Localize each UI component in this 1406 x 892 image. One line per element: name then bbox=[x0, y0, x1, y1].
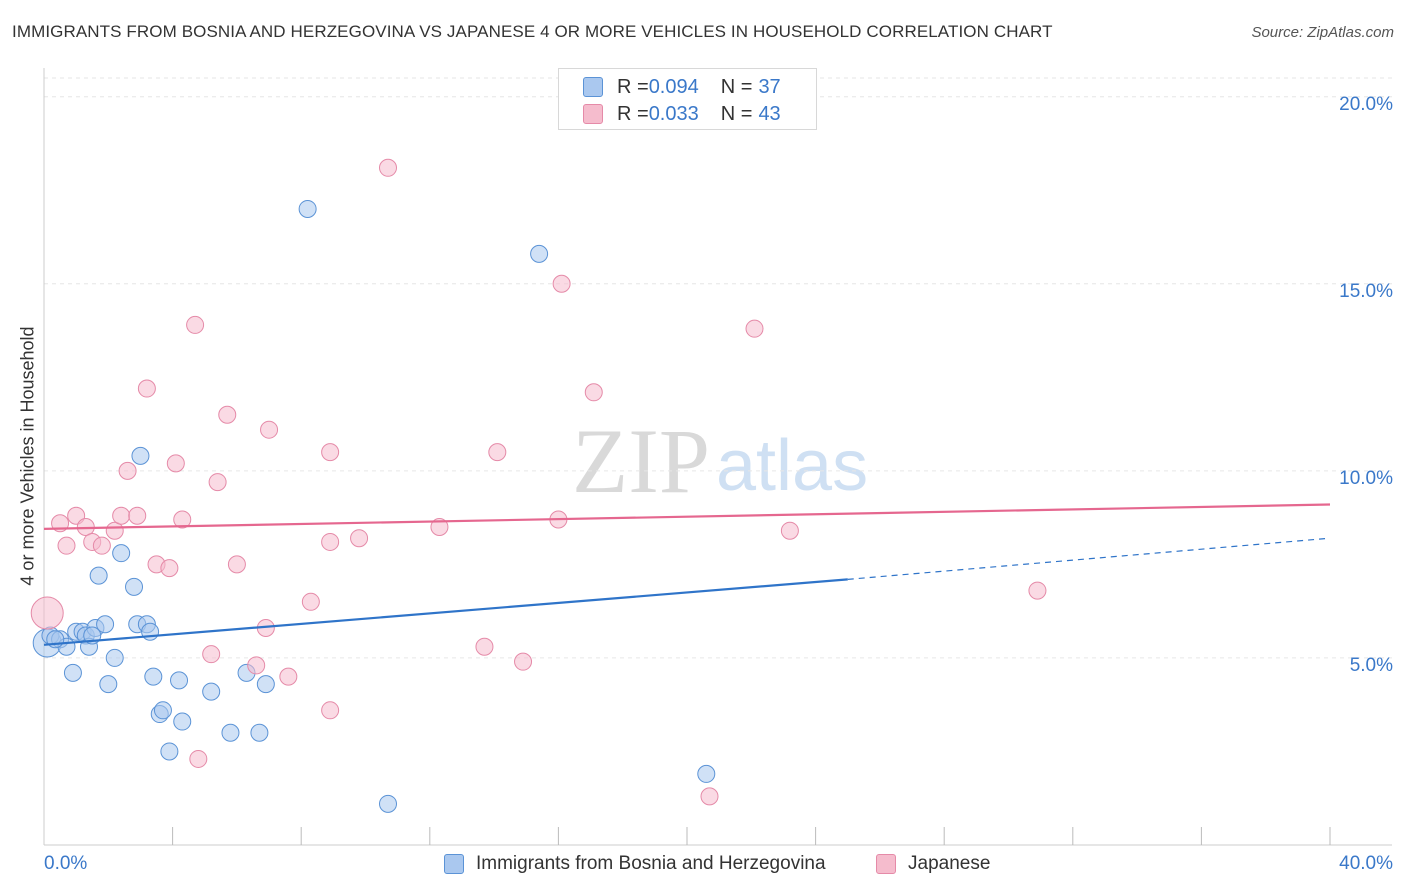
japanese-point bbox=[1028, 581, 1047, 600]
bosnia-point bbox=[697, 764, 716, 783]
japanese-point bbox=[173, 510, 192, 529]
y-tick-label: 10.0% bbox=[1339, 468, 1393, 489]
legend-r-value: 0.033 bbox=[648, 102, 699, 125]
legend-n-label: N = bbox=[720, 75, 753, 98]
japanese-point bbox=[247, 656, 266, 675]
bottom-legend-japanese: Japanese bbox=[876, 852, 990, 876]
japanese-point bbox=[321, 443, 340, 462]
bosnia-point bbox=[202, 682, 221, 701]
japanese-point bbox=[475, 637, 494, 656]
x-tick-label: 0.0% bbox=[44, 853, 87, 874]
bosnia-point bbox=[125, 577, 144, 596]
bosnia-point bbox=[105, 648, 124, 667]
bosnia-point bbox=[298, 199, 317, 218]
japanese-point bbox=[112, 506, 131, 525]
bosnia-point bbox=[153, 701, 172, 720]
japanese-point bbox=[584, 383, 603, 402]
legend-row-bosnia: R = 0.094 N = 37 bbox=[583, 75, 781, 99]
bosnia-point bbox=[160, 742, 179, 761]
bottom-legend-swatch-blue bbox=[444, 854, 464, 874]
chart-title: IMMIGRANTS FROM BOSNIA AND HERZEGOVINA V… bbox=[12, 22, 1053, 41]
japanese-point bbox=[92, 536, 111, 555]
legend-r-label: R = bbox=[617, 102, 649, 125]
japanese-point bbox=[279, 667, 298, 686]
legend-row-japanese: R = 0.033 N = 43 bbox=[583, 102, 781, 126]
japanese-point bbox=[321, 532, 340, 551]
y-tick-label: 20.0% bbox=[1339, 94, 1393, 115]
bosnia-point bbox=[256, 675, 275, 694]
japanese-point bbox=[137, 379, 156, 398]
japanese-point bbox=[350, 529, 369, 548]
bosnia-point bbox=[89, 566, 108, 585]
bosnia-point bbox=[530, 244, 549, 263]
bosnia-point bbox=[250, 723, 269, 742]
bosnia-point bbox=[170, 671, 189, 690]
bosnia-point bbox=[379, 794, 398, 813]
bottom-legend-bosnia: Immigrants from Bosnia and Herzegovina bbox=[444, 852, 826, 876]
japanese-point bbox=[745, 319, 764, 338]
watermark-zip: ZIP bbox=[572, 410, 710, 512]
japanese-point bbox=[166, 454, 185, 473]
japanese-point bbox=[514, 652, 533, 671]
bosnia-trend-extension bbox=[847, 537, 1331, 580]
source-label: Source: ZipAtlas.com bbox=[1251, 24, 1394, 41]
japanese-point bbox=[202, 645, 221, 664]
japanese-point bbox=[128, 506, 147, 525]
bosnia-trend-line bbox=[43, 578, 848, 646]
legend-swatch-pink bbox=[583, 104, 603, 124]
bosnia-point bbox=[173, 712, 192, 731]
y-tick-label: 5.0% bbox=[1350, 655, 1393, 676]
legend-n-label: N = bbox=[720, 102, 753, 125]
japanese-point bbox=[118, 461, 137, 480]
legend-n-value: 37 bbox=[758, 75, 781, 98]
bottom-legend-label-japanese: Japanese bbox=[908, 853, 991, 874]
japanese-point bbox=[301, 592, 320, 611]
japanese-point bbox=[30, 596, 64, 630]
watermark-atlas: atlas bbox=[716, 426, 868, 506]
japanese-point bbox=[57, 536, 76, 555]
legend-r-value: 0.094 bbox=[648, 75, 699, 98]
bosnia-point bbox=[96, 615, 115, 634]
japanese-point bbox=[186, 315, 205, 334]
japanese-point bbox=[208, 473, 227, 492]
japanese-point bbox=[218, 405, 237, 424]
y-axis-label: 4 or more Vehicles in Household bbox=[17, 326, 38, 586]
japanese-point bbox=[552, 274, 571, 293]
legend-r-label: R = bbox=[617, 75, 649, 98]
bottom-legend-label-bosnia: Immigrants from Bosnia and Herzegovina bbox=[476, 853, 826, 874]
bottom-legend-swatch-pink bbox=[876, 854, 896, 874]
bosnia-point bbox=[131, 446, 150, 465]
japanese-point bbox=[488, 443, 507, 462]
japanese-point bbox=[780, 521, 799, 540]
japanese-point bbox=[379, 158, 398, 177]
japanese-point bbox=[260, 420, 279, 439]
legend-n-value: 43 bbox=[758, 102, 781, 125]
japanese-point bbox=[227, 555, 246, 574]
x-tick-label: 40.0% bbox=[1339, 853, 1393, 874]
legend-swatch-blue bbox=[583, 77, 603, 97]
japanese-point bbox=[700, 787, 719, 806]
bosnia-point bbox=[63, 663, 82, 682]
japanese-point bbox=[321, 701, 340, 720]
bosnia-point bbox=[221, 723, 240, 742]
bosnia-point bbox=[112, 544, 131, 563]
legend-box: R = 0.094 N = 37 R = 0.033 N = 43 bbox=[558, 68, 817, 130]
y-tick-label: 15.0% bbox=[1339, 281, 1393, 302]
japanese-point bbox=[105, 521, 124, 540]
japanese-point bbox=[189, 749, 208, 768]
bosnia-point bbox=[144, 667, 163, 686]
japanese-trend-line bbox=[43, 503, 1331, 530]
japanese-point bbox=[430, 517, 449, 536]
japanese-point bbox=[160, 559, 179, 578]
bosnia-point bbox=[99, 675, 118, 694]
